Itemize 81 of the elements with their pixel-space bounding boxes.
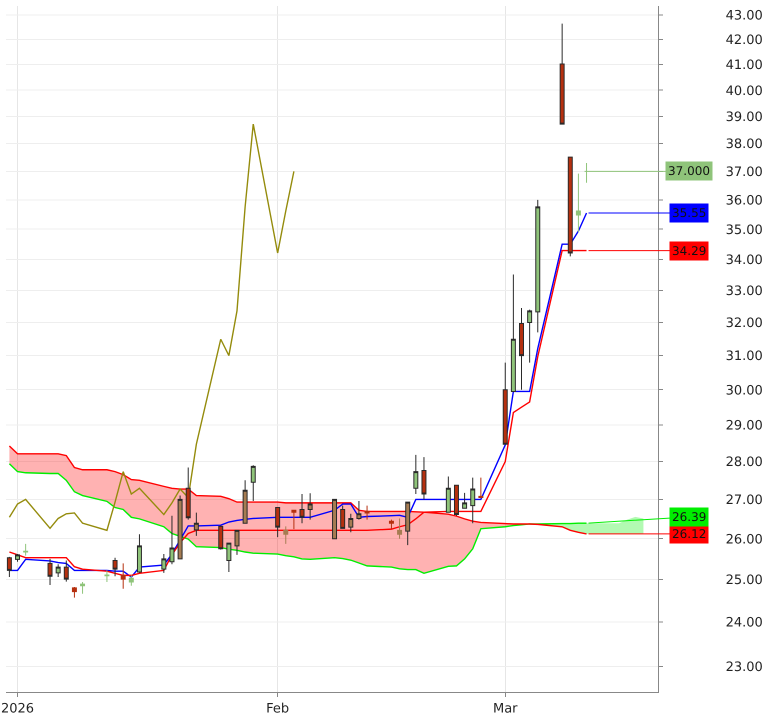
candlestick [519,307,524,390]
text: 37.000 [668,164,710,178]
candlestick [291,510,296,530]
candlestick [340,505,346,529]
y-tick-label: 31.00 [726,349,763,364]
candlestick [48,558,53,586]
candlestick [218,525,224,550]
y-tick-label: 26.00 [726,532,763,548]
data-label: 26.39 [672,510,706,524]
candlestick [568,156,573,257]
candlestick [478,477,484,499]
candlestick [300,494,305,524]
y-tick-label: 25.00 [726,573,763,588]
candlestick [194,512,199,536]
x-tick-label: Feb [266,702,290,716]
candlestick [348,513,354,533]
candlestick [535,199,540,333]
candlestick [242,480,248,524]
candlestick [413,454,418,495]
candlestick [510,274,516,392]
candlestick [388,519,394,530]
y-tick-label: 39.00 [726,110,763,126]
y-tick-label: 41.00 [726,58,763,74]
y-tick-label: 28.00 [726,455,763,470]
candlestick [527,309,532,364]
candlestick [161,554,166,574]
y-tick-label: 42.00 [726,32,763,48]
candlestick [470,477,476,524]
candlestick [15,554,20,562]
candlestick [128,574,134,586]
candlestick [178,495,183,560]
candlestick [446,476,451,513]
candlestick [308,492,313,520]
candlestick [283,526,288,544]
candlestick [462,492,468,509]
candlestick [64,560,69,582]
y-tick-label: 24.00 [726,616,763,631]
candlestick [104,570,110,583]
y-tick-label: 36.00 [726,193,763,208]
candlestick [332,498,338,540]
y-tick-label: 30.00 [726,383,763,398]
y-tick-label: 43.00 [726,8,763,24]
candlestick [169,515,174,565]
candlestick [421,456,426,500]
candlestick [356,500,362,520]
data-label: 26.12 [672,527,706,541]
candlestick [112,557,118,577]
candlestick [234,529,240,556]
y-tick-label: 34.00 [726,252,763,268]
candlestick [6,556,12,578]
candlestick [80,582,86,594]
x-tick-label: 2026 [0,702,34,716]
candlestick [136,534,142,574]
y-tick-label: 29.00 [726,418,763,434]
candlestick [560,23,565,125]
candlestick [56,564,61,578]
line-series [8,123,295,532]
data-label: 34.29 [672,244,706,258]
candlestick [576,173,581,233]
x-tick-label: Mar [492,702,518,716]
y-tick-label: 37.00 [726,164,763,180]
y-tick-label: 27.00 [726,492,763,508]
candlestick [250,464,256,502]
candlestick [186,467,191,520]
candlestick [275,506,280,538]
data-label: 35.55 [672,206,706,220]
candlestick [23,543,28,556]
candlestick [502,362,508,445]
candlestick [120,562,126,590]
y-tick-label: 33.00 [726,284,763,300]
y-tick-label: 40.00 [726,84,763,99]
candlestick [72,586,77,598]
y-tick-label: 38.00 [726,137,763,152]
y-tick-label: 32.00 [726,316,763,332]
y-tick-label: 23.00 [726,660,763,675]
candlestick [405,502,410,546]
y-tick-label: 35.00 [726,222,763,238]
candlestick [454,484,459,516]
candlestick [226,542,232,573]
candlestick [364,505,370,520]
candlestick [397,518,402,540]
